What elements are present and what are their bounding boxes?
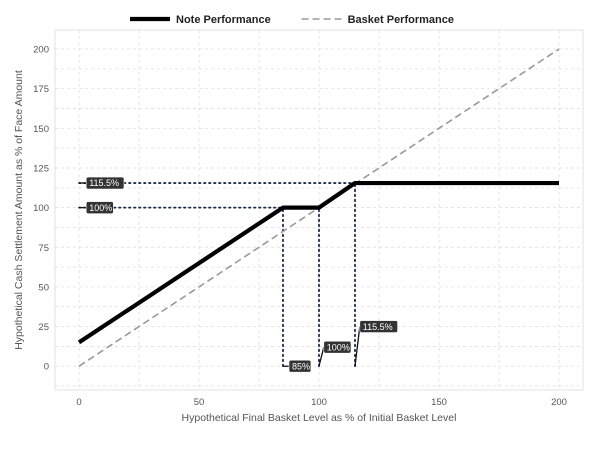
- x-tick-label: 50: [194, 397, 205, 408]
- annotation-label: 115.5%: [89, 178, 119, 188]
- annotations: 115.5% 100% 85% 100% 115.5%: [79, 176, 398, 373]
- y-tick-label: 25: [38, 322, 49, 333]
- y-tick-label: 50: [38, 282, 49, 293]
- annotation-box: [85, 201, 114, 214]
- x-tick-label: 100: [311, 397, 327, 408]
- x-tick-label: 200: [551, 397, 567, 408]
- legend: Note Performance Basket Performance: [130, 14, 454, 26]
- annotation-box: [288, 359, 312, 373]
- y-tick-label: 200: [33, 45, 49, 56]
- y-tick-label: 100: [33, 203, 49, 214]
- annotation-label: 85%: [292, 361, 310, 371]
- annotation-box: [323, 340, 352, 354]
- annotation-leader: [318, 347, 325, 367]
- annotation-box: [359, 320, 398, 333]
- y-axis-title: Hypothetical Cash Settlement Amount as %…: [13, 70, 25, 350]
- annotation-label: 100%: [327, 342, 350, 352]
- annotation-label: 100%: [89, 203, 112, 213]
- y-tick-label: 0: [44, 362, 49, 373]
- y-tick-label: 125: [33, 163, 49, 174]
- x-axis-title: Hypothetical Final Basket Level as % of …: [182, 412, 457, 424]
- legend-label: Basket Performance: [348, 14, 454, 26]
- legend-label: Note Performance: [176, 14, 271, 26]
- series-lines: [77, 48, 560, 367]
- y-tick-label: 150: [33, 124, 49, 135]
- x-tick-label: 150: [431, 397, 447, 408]
- note-performance-line: [77, 180, 559, 345]
- reference-lines: [78, 182, 356, 368]
- annotation-leader: [354, 326, 361, 367]
- x-tick-label: 0: [76, 397, 81, 408]
- annotation-box: [85, 176, 125, 190]
- y-tick-label: 75: [38, 243, 49, 254]
- annotation-label: 115.5%: [363, 322, 393, 332]
- y-tick-label: 175: [33, 84, 49, 95]
- tick-labels: 0 50 100 150 200 0 25 50 75 100 125 150 175 200: [33, 45, 567, 408]
